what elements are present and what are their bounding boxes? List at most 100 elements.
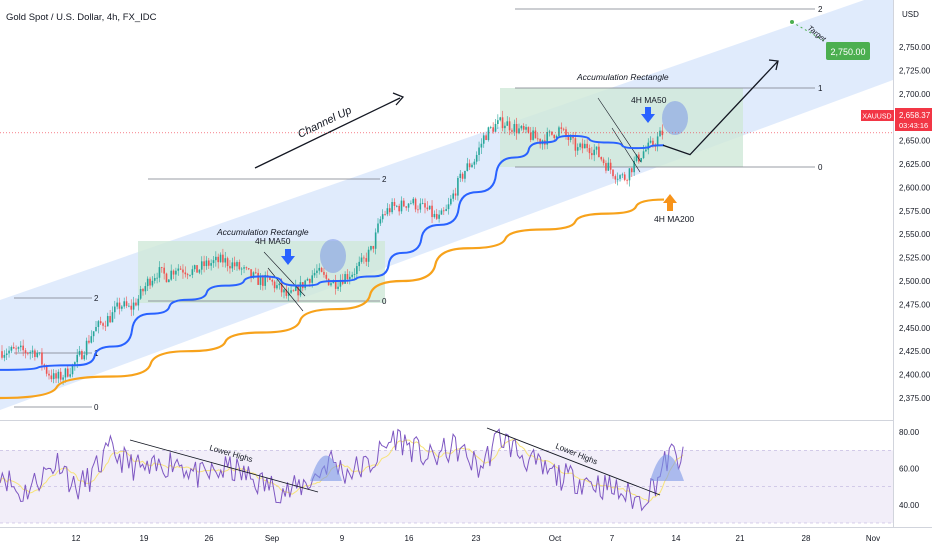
candle-body xyxy=(90,336,93,343)
candle-body xyxy=(548,131,551,133)
candle-body xyxy=(656,136,659,146)
candle-body xyxy=(379,219,382,224)
candle-body xyxy=(595,146,598,150)
candle-body xyxy=(114,306,116,313)
candle-body xyxy=(450,198,452,205)
price-tick: 2,500.00 xyxy=(899,277,931,286)
candle-body xyxy=(325,274,328,279)
price-tag[interactable]: 2,658.37 03:43:16 xyxy=(895,108,932,131)
rsi-dome-2[interactable] xyxy=(650,454,684,482)
ma50-arrow-1 xyxy=(281,249,295,265)
candle-body xyxy=(264,275,266,286)
wedge-line[interactable] xyxy=(263,251,306,297)
projection-path[interactable] xyxy=(662,60,779,156)
candle-body xyxy=(36,352,39,357)
candle-body xyxy=(431,205,433,218)
price-tick: 2,575.00 xyxy=(899,207,931,216)
ma50-arrow-2 xyxy=(641,107,655,123)
falling-wedges[interactable] xyxy=(263,97,642,312)
candle-body xyxy=(443,210,445,212)
candle-body xyxy=(367,249,370,262)
candle-body xyxy=(48,373,50,376)
candle-body xyxy=(400,200,403,212)
candle-body xyxy=(410,203,412,205)
wedge-line[interactable] xyxy=(597,97,642,163)
time-tick: 14 xyxy=(672,534,681,543)
candle-body xyxy=(482,135,485,144)
candle-body xyxy=(179,268,182,270)
candle-body xyxy=(471,164,473,168)
candle-body xyxy=(645,149,647,152)
symbol-name: XAUUSD xyxy=(862,114,891,121)
candle-body xyxy=(189,274,191,276)
candle-body xyxy=(123,301,125,307)
candle-body xyxy=(635,154,638,161)
candle-body xyxy=(407,203,410,208)
rsi-levels xyxy=(0,450,893,524)
symbol-tag[interactable]: XAUUSD xyxy=(861,110,894,121)
candle-body xyxy=(153,278,156,281)
time-axis[interactable]: 12 19 26 Sep 9 16 23 Oct 7 14 21 28 Nov xyxy=(72,534,881,543)
candle-body xyxy=(440,210,443,215)
candle-body xyxy=(485,135,487,140)
candle-body xyxy=(125,301,128,306)
wedge-line[interactable] xyxy=(611,127,641,173)
candle-body xyxy=(647,142,650,150)
candle-body xyxy=(287,292,290,296)
rsi-axis[interactable]: 80.00 60.00 40.00 xyxy=(899,428,920,510)
candle-body xyxy=(128,305,130,307)
candle-body xyxy=(215,256,217,261)
accumulation-rectangle-1[interactable] xyxy=(138,241,385,303)
candle-body xyxy=(104,325,107,327)
candle-body xyxy=(459,173,462,178)
candle-body xyxy=(146,278,149,287)
candle-body xyxy=(396,205,398,207)
candle-body xyxy=(156,277,158,279)
candle-body xyxy=(290,290,292,293)
candle-body xyxy=(233,262,236,267)
candle-body xyxy=(313,272,316,276)
candle-body xyxy=(212,260,215,264)
candle-body xyxy=(445,209,447,211)
rsi-dome-1[interactable] xyxy=(310,455,342,482)
accumulation-rectangle-2[interactable] xyxy=(500,88,743,167)
candle-body xyxy=(511,130,513,132)
candle-body xyxy=(69,374,71,377)
rsi-line[interactable] xyxy=(0,428,684,512)
candle-body xyxy=(499,117,501,121)
candle-body xyxy=(452,193,454,199)
candle-body xyxy=(165,273,168,283)
candle-body xyxy=(365,258,368,262)
time-tick: 23 xyxy=(472,534,481,543)
ma50-test-bubble-1[interactable] xyxy=(320,239,346,273)
candle-body xyxy=(628,168,631,181)
candle-body xyxy=(280,283,283,293)
candle-body xyxy=(168,279,170,283)
candle-body xyxy=(623,174,626,180)
candle-body xyxy=(433,213,436,218)
fib-level-label: 1 xyxy=(818,84,823,93)
candle-body xyxy=(638,154,640,162)
candle-body xyxy=(172,270,175,275)
rsi-lower-highs-1[interactable] xyxy=(129,439,319,493)
candle-body xyxy=(527,127,530,133)
target-tag[interactable]: 2,750.00 xyxy=(826,42,870,60)
candle-body xyxy=(576,147,579,151)
candle-body xyxy=(435,213,438,219)
candle-body xyxy=(546,132,548,145)
price-axis[interactable]: 2,750.002,725.002,700.002,675.002,650.00… xyxy=(899,43,931,403)
candle-body xyxy=(196,265,198,273)
candle-body xyxy=(304,280,306,289)
ma200-line[interactable] xyxy=(0,198,665,400)
candle-body xyxy=(1,351,3,358)
wedge-line[interactable] xyxy=(267,267,304,312)
candle-body xyxy=(417,209,419,211)
rsi-lower-highs-2[interactable] xyxy=(486,427,661,496)
candle-body xyxy=(20,345,22,348)
ma50-line[interactable] xyxy=(0,134,665,371)
candle-body xyxy=(149,278,151,286)
candlesticks xyxy=(1,110,664,385)
ma50-test-bubble-2[interactable] xyxy=(662,101,688,135)
candle-body xyxy=(31,350,34,353)
